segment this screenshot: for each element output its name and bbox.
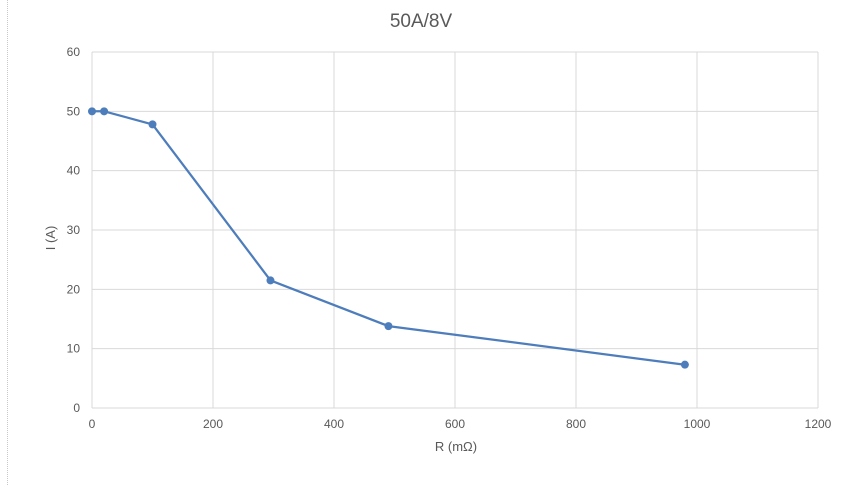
x-tick-label: 1000 [684, 417, 711, 431]
data-point [384, 322, 393, 331]
y-tick-label: 40 [67, 164, 81, 178]
x-axis-label: R (mΩ) [435, 439, 477, 454]
x-tick-label: 800 [566, 417, 586, 431]
y-tick-label: 60 [67, 45, 81, 59]
x-tick-label: 0 [89, 417, 96, 431]
gridlines [91, 51, 819, 409]
data-point [88, 107, 96, 116]
data-point [148, 120, 157, 129]
data-series [88, 107, 689, 369]
chart-border [7, 0, 8, 485]
data-point [100, 107, 109, 116]
y-tick-label: 20 [67, 282, 81, 296]
data-point [680, 360, 689, 369]
y-axis-label: I (A) [43, 226, 58, 251]
x-tick-label: 600 [445, 417, 465, 431]
y-tick-label: 0 [73, 401, 80, 415]
x-tick-label: 400 [324, 417, 344, 431]
y-tick-label: 10 [67, 342, 81, 356]
y-tick-label: 30 [67, 223, 81, 237]
data-point [266, 276, 275, 285]
chart-title: 50A/8V [390, 11, 453, 32]
y-tick-label: 50 [67, 104, 81, 118]
x-tick-label: 1200 [805, 417, 832, 431]
x-tick-label: 200 [203, 417, 223, 431]
